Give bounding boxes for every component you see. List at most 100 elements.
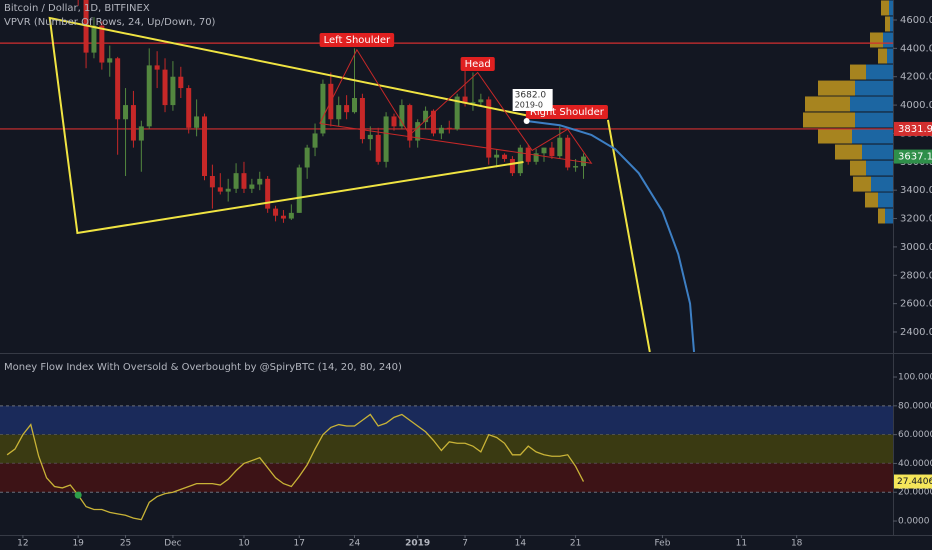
candle-body (525, 147, 531, 162)
y-tick-label: 80.0000 (898, 401, 932, 411)
x-tick-label: 17 (294, 539, 305, 549)
drawing (48, 16, 530, 235)
candle-body (565, 137, 571, 168)
x-tick-label: 2019 (405, 539, 430, 549)
candle-body (344, 105, 350, 113)
candle-body (375, 134, 381, 162)
annotation-label: Right Shoulder (530, 107, 605, 118)
profile-up (862, 144, 893, 160)
candle-body (533, 153, 539, 162)
candle-body (304, 147, 310, 168)
x-tick-label: Feb (654, 539, 670, 549)
y-tick-label: 0.0000 (898, 517, 930, 527)
candle-body (454, 96, 460, 130)
x-tick-label: 25 (120, 539, 131, 549)
profile-up (887, 48, 893, 64)
candle-body (478, 99, 484, 103)
candle-body (541, 147, 547, 154)
x-tick-label: 14 (515, 539, 527, 549)
tooltip-box (512, 88, 553, 111)
x-tick-label: 21 (570, 539, 581, 549)
candle-body (99, 25, 105, 63)
profile-down (885, 16, 890, 32)
profile-up (883, 32, 893, 48)
profile-down (878, 208, 885, 224)
level-tag (894, 121, 932, 136)
candle-body (130, 105, 136, 141)
candle-body (209, 176, 215, 188)
candle-body (178, 76, 184, 89)
tooltip-price: 3682.0 (515, 90, 547, 100)
profile-down (870, 32, 883, 48)
signal-dot (74, 491, 82, 499)
candle-body (194, 116, 200, 128)
profile-up (855, 80, 893, 96)
candle-body (509, 158, 515, 174)
profile-down (818, 128, 852, 144)
profile-down (850, 160, 866, 176)
profile-up (871, 176, 893, 192)
mfi-pane (0, 405, 893, 521)
candle-body (280, 215, 286, 219)
candle-body (107, 58, 113, 63)
mfi-title: Money Flow Index With Oversold & Overbou… (4, 362, 402, 373)
candle-body (367, 134, 373, 140)
candle-body (470, 102, 476, 104)
last-price-tag (894, 149, 932, 164)
y-tick-label: 2600.0 (900, 299, 932, 310)
profile-up (852, 128, 893, 144)
y-tick-label: 3200.0 (900, 214, 932, 225)
mfi-band (0, 405, 893, 435)
candle-body (296, 167, 302, 213)
candle-body (186, 88, 192, 128)
candle-body (233, 173, 239, 189)
x-tick-label: 11 (736, 539, 747, 549)
candle-body (154, 65, 160, 70)
drawing (606, 119, 651, 352)
profile-down (853, 176, 871, 192)
candle-body (225, 188, 231, 192)
profile-down (805, 96, 850, 112)
candle-body (312, 133, 318, 148)
candle-body (438, 127, 444, 134)
candle-body (170, 76, 176, 106)
candle-body (162, 69, 168, 106)
profile-up (890, 16, 893, 32)
x-tick-label: 18 (791, 539, 803, 549)
y-tick-label: 60.0000 (898, 430, 932, 440)
candle-body (352, 97, 358, 113)
annotation-label: Head (465, 59, 491, 70)
profile-down (881, 0, 889, 16)
profile-up (850, 96, 893, 112)
candle-body (399, 105, 405, 127)
candle-body (217, 187, 223, 192)
candle-body (391, 116, 397, 127)
mfi-band (0, 434, 893, 464)
candle-body (502, 154, 508, 159)
candle-body (557, 137, 563, 157)
candle-body (249, 184, 255, 189)
candle-body (273, 208, 279, 216)
candle-body (359, 97, 365, 140)
indicator-title: VPVR (Number Of Rows, 24, Up/Down, 70) (4, 17, 216, 28)
x-tick-label: 12 (17, 539, 28, 549)
candle-body (241, 173, 247, 189)
profile-down (850, 64, 866, 80)
mfi-last-tag (894, 474, 932, 489)
drawing (526, 119, 696, 352)
candle-body (549, 147, 555, 157)
candle-body (336, 105, 342, 120)
candle-body (423, 110, 429, 123)
x-tick-label: 10 (238, 539, 250, 549)
candle-body (123, 105, 129, 120)
candle-body (462, 96, 468, 104)
annotation-box (460, 56, 495, 71)
candle-body (257, 178, 263, 185)
candle-body (415, 122, 421, 141)
level-tag-label: 3831.9 (898, 124, 932, 135)
candle-body (146, 65, 152, 127)
candle-body (288, 212, 294, 219)
